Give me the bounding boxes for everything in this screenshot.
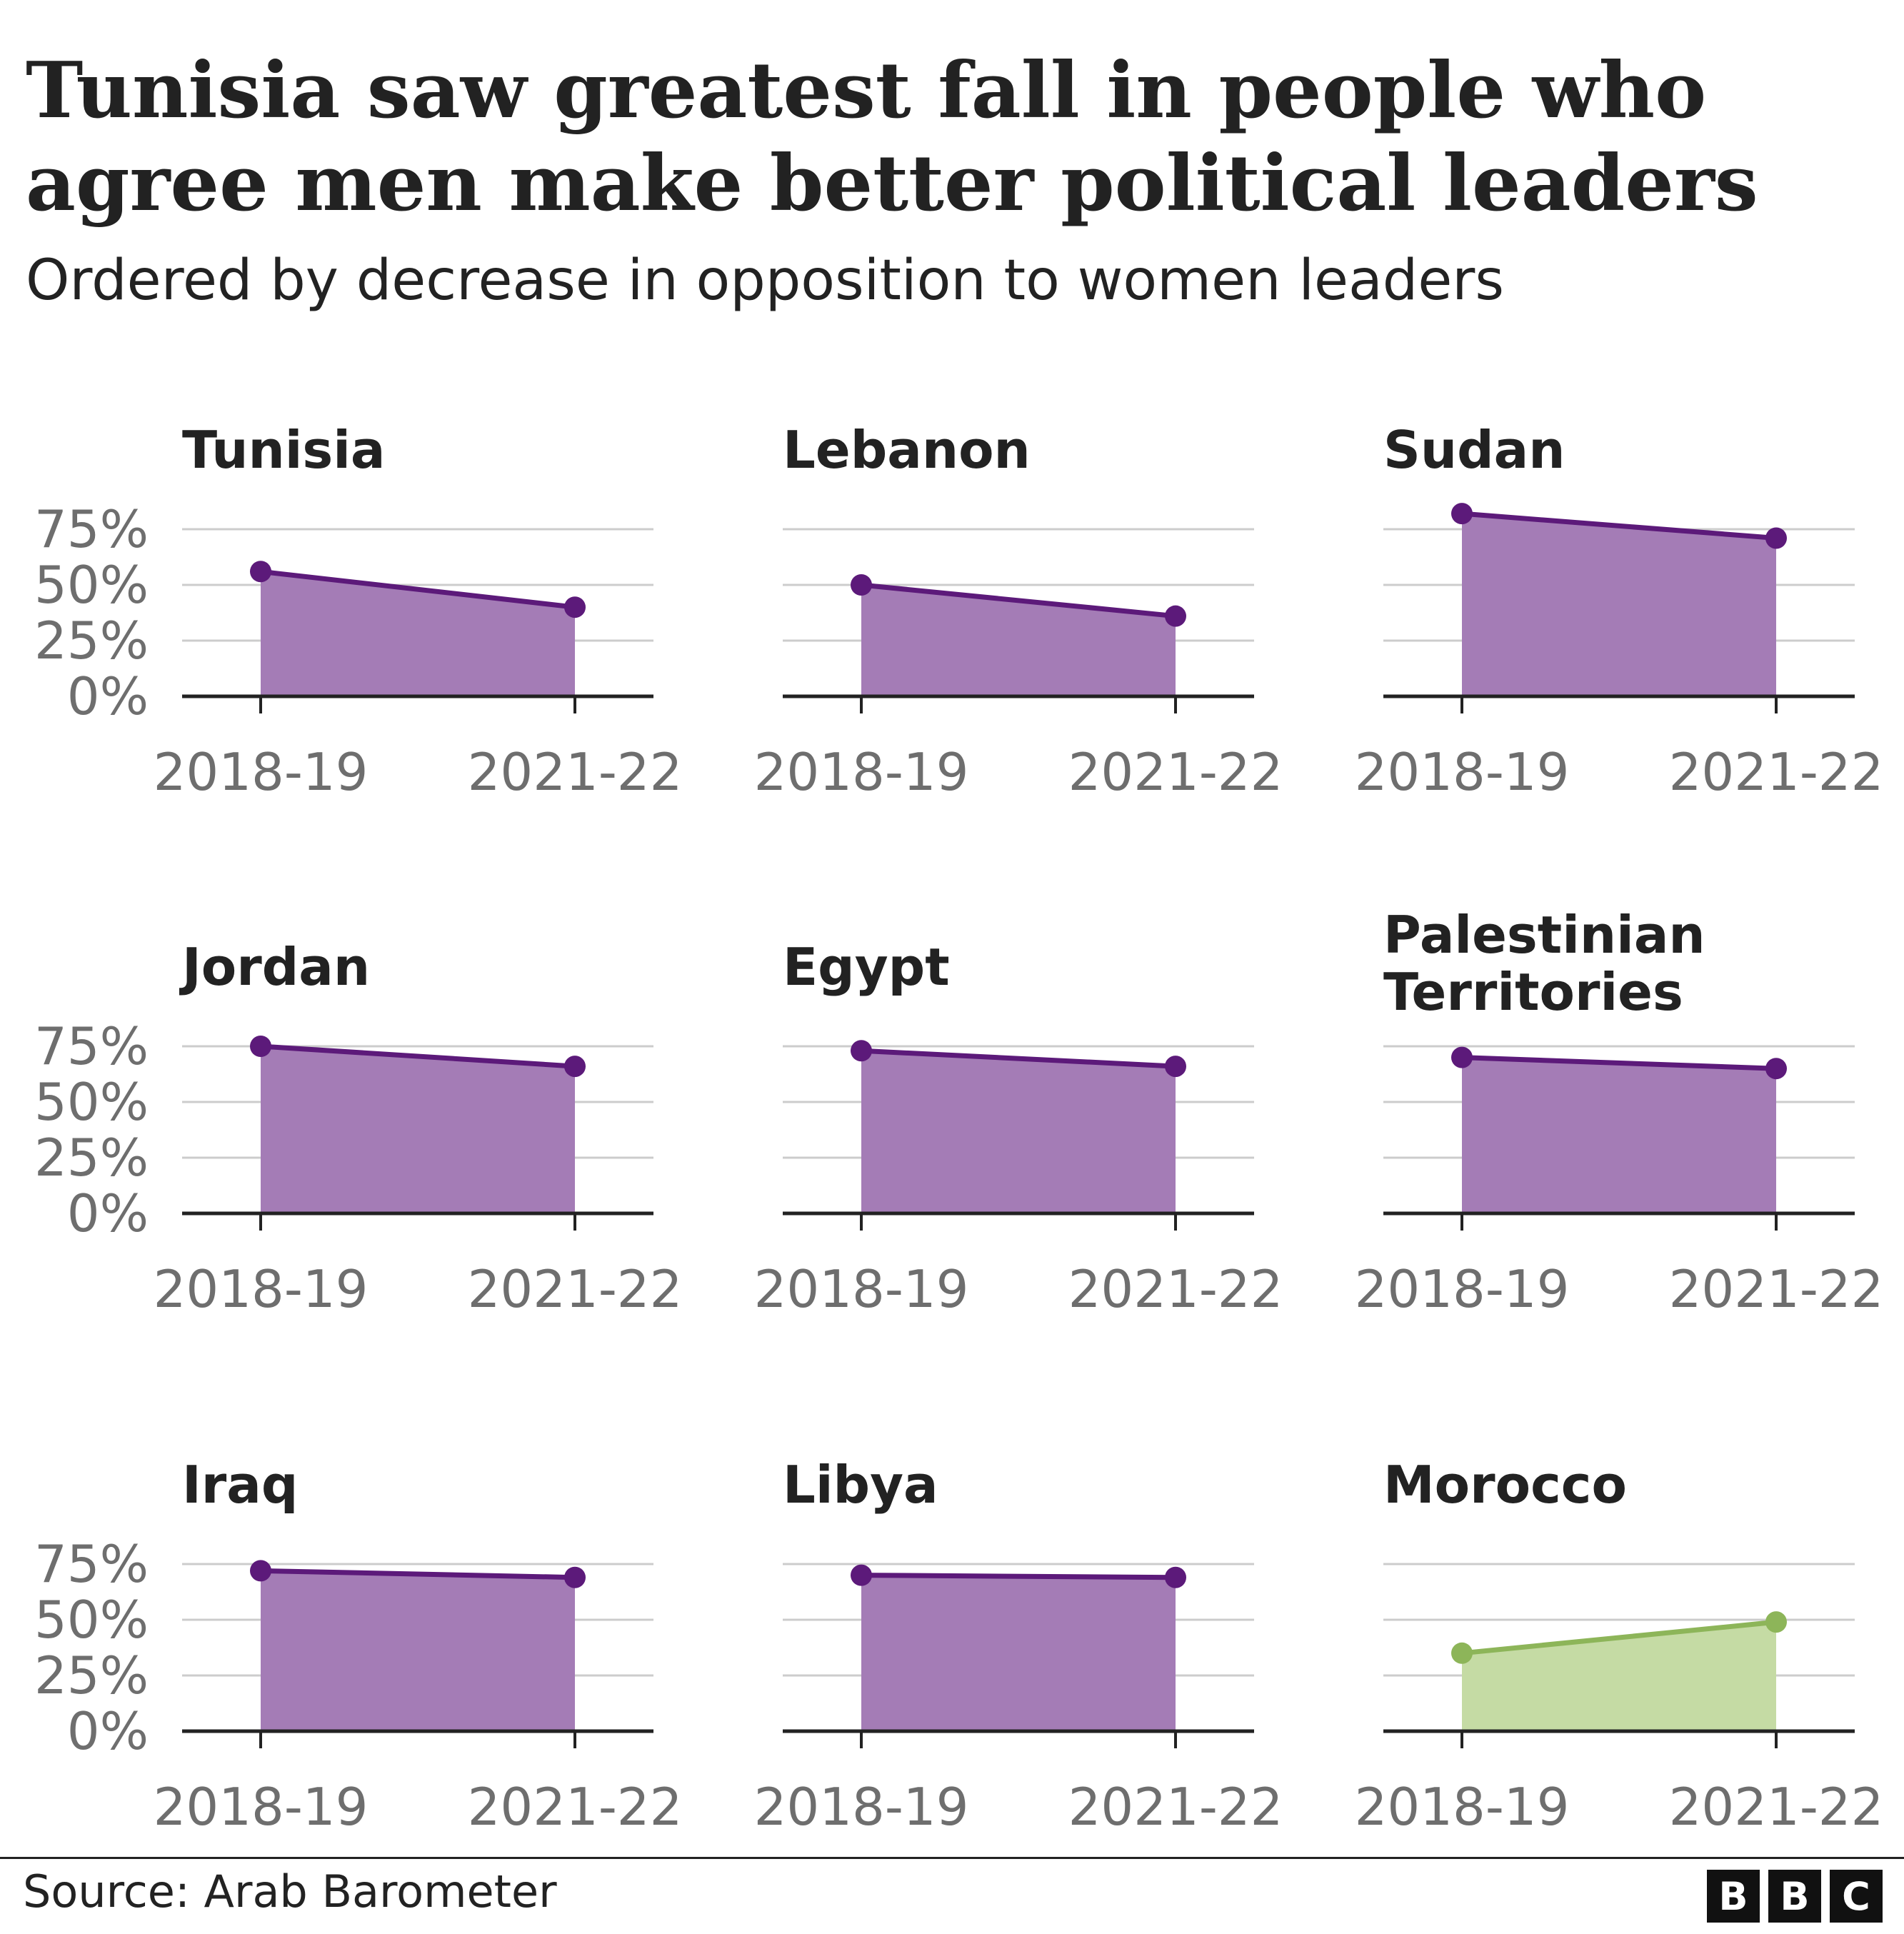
panel-title: Libya: [783, 1455, 938, 1515]
chart-title: Tunisia saw greatest fall in people who …: [26, 46, 1758, 229]
area-fill: [861, 1051, 1176, 1213]
x-tick-label: 2018-19: [753, 1259, 969, 1319]
x-tick-label: 2021-22: [1068, 742, 1283, 802]
panel-title: Sudan: [1383, 420, 1565, 480]
y-tick-label: 50%: [34, 555, 149, 615]
x-tick-label: 2021-22: [467, 1259, 683, 1319]
y-tick-label: 75%: [34, 499, 149, 559]
y-tick-label: 25%: [34, 1128, 149, 1188]
x-tick-label: 2021-22: [1668, 1777, 1884, 1837]
panel-title: Lebanon: [783, 420, 1031, 480]
area-fill: [861, 585, 1176, 696]
x-tick-label: 2021-22: [1668, 1259, 1884, 1319]
x-tick-label: 2021-22: [1068, 1777, 1283, 1837]
data-point-2018-19: [250, 561, 271, 583]
panel-title: Tunisia: [182, 420, 386, 480]
data-point-2021-22: [1765, 527, 1787, 549]
panel-title: Morocco: [1383, 1455, 1627, 1515]
x-tick-label: 2021-22: [467, 1777, 683, 1837]
y-tick-label: 0%: [66, 1183, 149, 1243]
area-fill: [861, 1575, 1176, 1731]
bbc-logo-letter: B: [1768, 1870, 1821, 1923]
footer-divider: [0, 1857, 1904, 1859]
x-tick-label: 2018-19: [153, 1259, 369, 1319]
data-point-2021-22: [1765, 1058, 1787, 1080]
series-line: [858, 1573, 1178, 1580]
data-point-2021-22: [564, 1056, 586, 1078]
data-point-2021-22: [1765, 1611, 1787, 1633]
y-tick-label: 25%: [34, 1645, 149, 1705]
area-fill: [261, 571, 575, 696]
panel-title: Iraq: [182, 1455, 299, 1515]
panel-title: Palestinian Territories: [1383, 905, 1705, 1022]
x-tick-label: 2018-19: [753, 742, 969, 802]
y-tick-label: 50%: [34, 1590, 149, 1650]
x-tick-label: 2018-19: [153, 1777, 369, 1837]
y-tick-label: 25%: [34, 611, 149, 671]
data-point-2018-19: [851, 1040, 872, 1062]
series-line: [258, 1568, 578, 1580]
data-point-2018-19: [1451, 503, 1473, 525]
x-tick-label: 2018-19: [1354, 1777, 1570, 1837]
series-line: [1459, 511, 1779, 541]
x-tick-label: 2018-19: [153, 742, 369, 802]
panel-title: Jordan: [182, 937, 371, 997]
data-point-2018-19: [851, 574, 872, 596]
series-line: [258, 568, 578, 610]
x-tick-label: 2018-19: [1354, 1259, 1570, 1319]
bbc-logo-letter: C: [1830, 1870, 1883, 1923]
data-point-2018-19: [1451, 1046, 1473, 1068]
data-point-2021-22: [564, 1566, 586, 1588]
series-line: [858, 582, 1178, 619]
series-line: [858, 1048, 1178, 1069]
x-tick-label: 2018-19: [753, 1777, 969, 1837]
x-tick-label: 2021-22: [467, 742, 683, 802]
y-tick-label: 0%: [66, 666, 149, 726]
area-fill: [1462, 513, 1776, 696]
x-tick-label: 2018-19: [1354, 742, 1570, 802]
series-line: [258, 1043, 578, 1069]
bbc-logo-letter: B: [1707, 1870, 1760, 1923]
data-point-2021-22: [1165, 605, 1186, 627]
area-fill: [1462, 1622, 1776, 1731]
data-point-2021-22: [564, 596, 586, 618]
data-point-2018-19: [250, 1036, 271, 1057]
y-tick-label: 75%: [34, 1016, 149, 1076]
panel-title: Egypt: [783, 937, 950, 997]
bbc-logo: B B C: [1707, 1870, 1883, 1923]
source-note: Source: Arab Barometer: [23, 1865, 557, 1918]
x-tick-label: 2021-22: [1068, 1259, 1283, 1319]
series-line: [1459, 1055, 1779, 1071]
y-tick-label: 75%: [34, 1534, 149, 1594]
area-fill: [261, 1570, 575, 1731]
series-line: [1459, 1619, 1779, 1656]
area-fill: [261, 1046, 575, 1213]
data-point-2018-19: [851, 1564, 872, 1586]
data-point-2018-19: [1451, 1642, 1473, 1664]
y-tick-label: 0%: [66, 1701, 149, 1761]
y-tick-label: 50%: [34, 1072, 149, 1132]
area-fill: [1462, 1057, 1776, 1213]
data-point-2021-22: [1165, 1056, 1186, 1078]
x-tick-label: 2021-22: [1668, 742, 1884, 802]
chart-subtitle: Ordered by decrease in opposition to wom…: [26, 249, 1505, 313]
data-point-2021-22: [1165, 1566, 1186, 1588]
data-point-2018-19: [250, 1560, 271, 1582]
